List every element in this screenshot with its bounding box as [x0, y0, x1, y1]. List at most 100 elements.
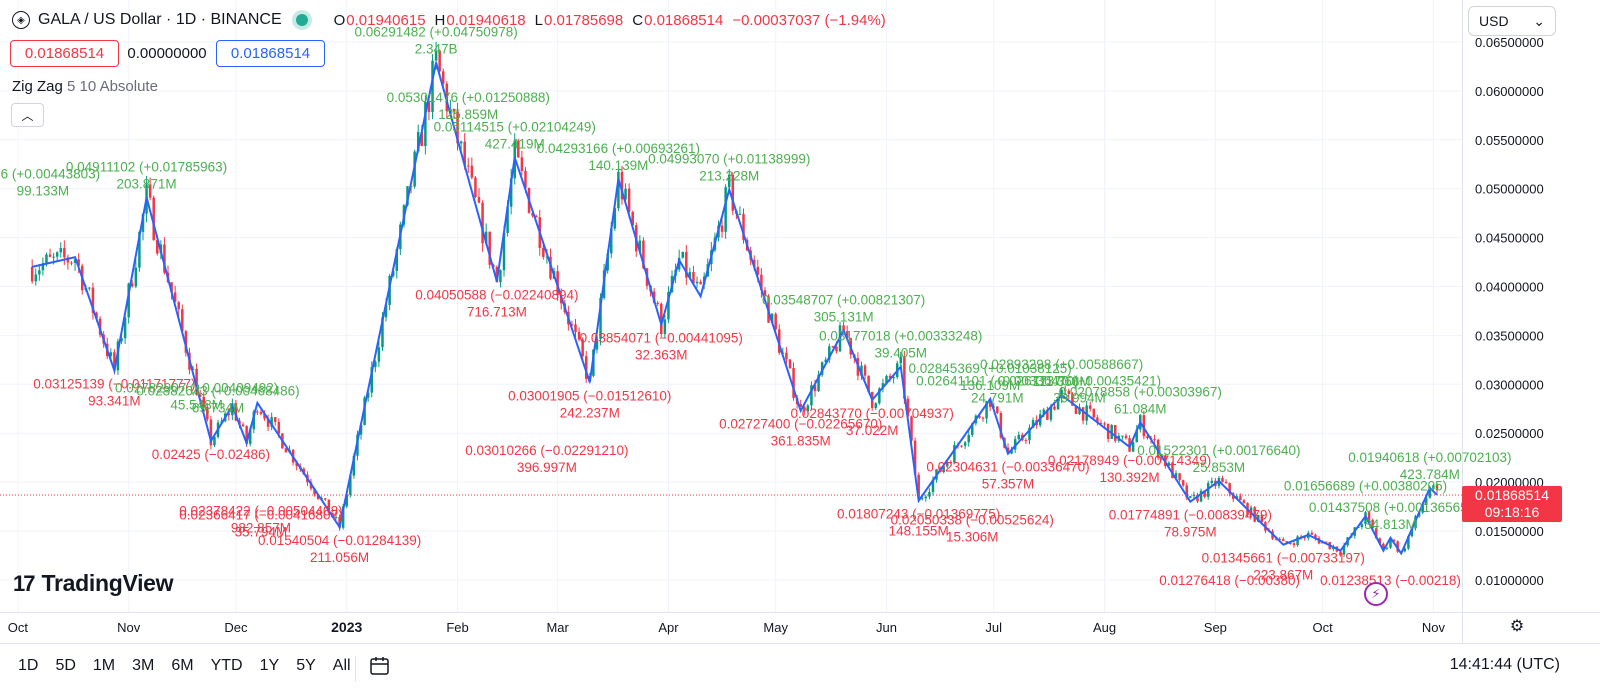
candle-body — [892, 376, 895, 379]
candle-body — [1074, 405, 1078, 414]
candle-body — [1392, 540, 1396, 542]
zigzag-line — [0, 62, 1462, 556]
candle-body — [1028, 427, 1031, 441]
candle-body — [627, 188, 631, 213]
candle-body — [953, 445, 956, 463]
lightning-icon[interactable]: ⚡ — [1364, 582, 1388, 606]
zigzag-volume-label: 111.368M — [1033, 374, 1091, 389]
candle-body — [981, 417, 985, 419]
zigzag-price-label: 0.03001905 (−0.01512610) — [508, 388, 671, 403]
candle-body — [913, 440, 917, 475]
range-1y[interactable]: 1Y — [259, 657, 280, 674]
candle-body — [888, 375, 892, 379]
candle-body — [1278, 538, 1281, 540]
sell-price-button[interactable]: 0.01868514 — [10, 40, 119, 67]
candle-body — [581, 339, 584, 357]
range-5d[interactable]: 5D — [55, 657, 76, 674]
candle-body — [377, 347, 381, 362]
time-tick-label: 2023 — [331, 619, 362, 635]
candle-body — [88, 287, 91, 289]
zigzag-volume-label: 427.419M — [485, 136, 545, 151]
candle-body — [1196, 494, 1199, 502]
candle-body — [295, 462, 298, 467]
candle-body — [1171, 462, 1174, 479]
zigzag-volume-label: 213.228M — [699, 169, 759, 184]
candle-body — [842, 325, 845, 332]
range-1d[interactable]: 1D — [18, 657, 39, 674]
candle-body — [1031, 420, 1035, 428]
zigzag-volume-label: 140.139M — [588, 158, 648, 173]
time-axis[interactable]: Oct Nov Dec 2023 Feb Mar Apr May Jun Jul Aug Sep Oct… — [8, 619, 1446, 635]
candle-body — [1296, 536, 1299, 546]
candle-body — [55, 252, 59, 257]
zigzag-volume-label: 125.859M — [438, 107, 498, 122]
market-status-icon[interactable] — [295, 14, 308, 26]
zigzag-price-label: 0.04050588 (−0.02240894) — [415, 288, 578, 303]
candle-body — [30, 266, 34, 282]
zigzag-price-label: 0.06291482 (+0.04750978) — [354, 25, 517, 40]
utc-clock[interactable]: 14:41:44 (UTC) — [1449, 656, 1560, 673]
candle-body — [1181, 480, 1185, 486]
zigzag-price-label: 0.03125139 (−0.01171777) — [33, 377, 195, 392]
candle-body — [534, 215, 538, 218]
candle-body — [610, 228, 613, 254]
candle-body — [1114, 425, 1117, 441]
time-tick-label: Jul — [985, 620, 1002, 635]
candle-body — [878, 388, 881, 404]
candle-body — [181, 309, 184, 332]
candle-body — [416, 131, 420, 152]
calendar-range-icon[interactable] — [369, 655, 391, 677]
date-range-selector: 1D 5D 1M 3M 6M YTD 1Y 5Y All — [18, 657, 368, 675]
candle-body — [613, 208, 617, 229]
indicator-legend[interactable]: Zig Zag 5 10 Absolute — [12, 78, 158, 95]
candle-body — [1131, 442, 1135, 452]
buy-price-button[interactable]: 0.01868514 — [216, 40, 325, 67]
candle-body — [774, 313, 777, 330]
candle-body — [1360, 524, 1364, 528]
candle-body — [499, 270, 502, 283]
zigzag-volume-label: 35.794M — [235, 525, 288, 540]
candle-body — [1071, 394, 1074, 406]
candle-body — [395, 249, 399, 271]
last-price-tag: 0.01868514 09:18:16 — [1462, 486, 1562, 522]
candle-body — [517, 140, 520, 158]
range-6m[interactable]: 6M — [171, 657, 194, 674]
candle-body — [134, 267, 138, 287]
candle-body — [828, 346, 831, 360]
symbol-title[interactable]: GALA / US Dollar · 1D · BINANCE — [38, 11, 282, 28]
candle-body — [695, 281, 699, 284]
currency-select[interactable]: USD ⌄ — [1468, 6, 1556, 36]
zigzag-volume-label: 305.131M — [814, 310, 874, 325]
range-5y[interactable]: 5Y — [296, 657, 316, 674]
collapse-legend-button[interactable]: ︿ — [11, 103, 44, 127]
price-tick-label: 0.01000000 — [1475, 573, 1544, 588]
price-tick-label: 0.03000000 — [1475, 377, 1544, 392]
range-all[interactable]: All — [332, 657, 351, 674]
zigzag-price-label: 0.02782907 (+0.00409492) — [115, 381, 278, 396]
price-axis[interactable]: 0.06500000 0.06000000 0.05500000 0.05000000… — [1475, 35, 1544, 588]
candle-body — [752, 259, 756, 267]
zigzag-price-label: 0.03010266 (−0.02291210) — [465, 443, 628, 458]
zigzag-price-label: 0.03854071 (−0.00441095) — [580, 331, 743, 346]
price-tick-label: 0.01500000 — [1475, 524, 1544, 539]
range-1m[interactable]: 1M — [92, 657, 116, 674]
candle-body — [170, 282, 173, 293]
candle-body — [803, 406, 806, 412]
candle-body — [424, 101, 427, 147]
candle-body — [123, 317, 127, 339]
candle-body — [1146, 436, 1149, 438]
candle-body — [177, 302, 180, 310]
candle-body — [284, 448, 288, 453]
range-3m[interactable]: 3M — [132, 657, 155, 674]
candle-body — [349, 475, 352, 495]
candle-body — [1285, 541, 1289, 544]
settings-gear-icon[interactable]: ⚙ — [1509, 618, 1525, 635]
candle-body — [1081, 407, 1085, 421]
range-ytd[interactable]: YTD — [210, 657, 243, 674]
time-tick-label: Feb — [446, 620, 468, 635]
candle-body — [996, 406, 999, 413]
spread-value: 0.00000000 — [127, 45, 207, 62]
price-tick-label: 0.03500000 — [1475, 328, 1544, 343]
time-tick-label: Mar — [546, 620, 569, 635]
